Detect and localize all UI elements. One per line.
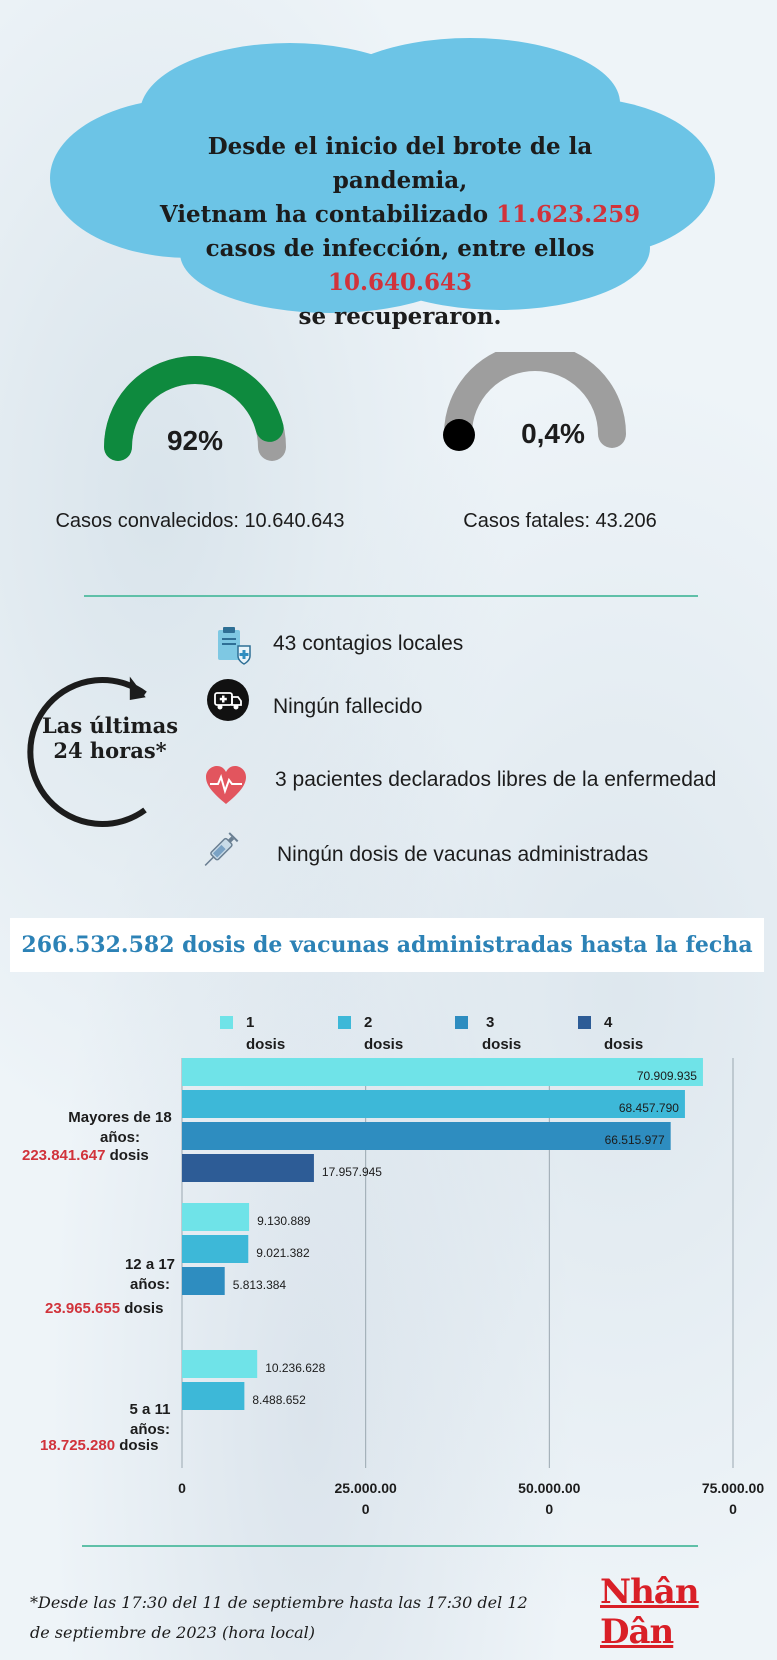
legend-swatch-1 — [220, 1016, 233, 1029]
bar-g0-s2 — [182, 1122, 671, 1150]
item-recovered-patients: 3 pacientes declarados libres de la enfe… — [275, 768, 717, 791]
legend-word-1: dosis — [246, 1036, 286, 1053]
bar-g0-s1 — [182, 1090, 685, 1118]
group-total-teens-value: 23.965.655 — [45, 1300, 121, 1317]
x-tick-label-1: 25.000.00 — [335, 1480, 397, 1496]
group-label-children-line1: 5 a 11 — [129, 1401, 171, 1418]
vaccine-total-banner: 266.532.582 dosis de vacunas administrad… — [10, 918, 764, 972]
headline-line3: casos de infección, entre ellos 10.640.6… — [140, 232, 660, 300]
headline: Desde el inicio del brote de la pandemia… — [140, 130, 660, 334]
x-tick-label-2: 50.000.00 — [518, 1480, 580, 1496]
legend-num-4: 4 — [604, 1014, 613, 1031]
legend-word-4: dosis — [604, 1036, 644, 1053]
recovered-cases-value: 10.640.643 — [327, 269, 473, 296]
group-label-teens: 12 a 17 años: — [85, 1255, 215, 1295]
group-total-adults-unit: dosis — [109, 1147, 149, 1164]
recovered-gauge — [104, 355, 286, 461]
x-tick-label-0: 0 — [178, 1480, 186, 1496]
item-no-vaccines: Ningún dosis de vacunas administradas — [277, 843, 649, 866]
group-label-adults-line2: años: — [99, 1129, 140, 1146]
group-label-children: 5 a 11 años: — [85, 1400, 215, 1440]
deaths-gauge-marker — [443, 419, 475, 451]
legend-num-2: 2 — [364, 1014, 373, 1031]
headline-line4: se recuperaron. — [298, 303, 502, 330]
bar-label-g2-s0: 10.236.628 — [265, 1361, 325, 1375]
footnote: *Desde las 17:30 del 11 de septiembre ha… — [30, 1593, 528, 1642]
deaths-label: Casos fatales: 43.206 — [463, 510, 657, 532]
ambulance-icon — [207, 679, 249, 721]
heart-pulse-icon — [206, 766, 246, 804]
bar-g0-s0 — [182, 1058, 703, 1086]
item-local-cases: 43 contagios locales — [273, 632, 464, 655]
vaccine-bar-chart: 0 25.000.00 0 50.000.00 0 75.000.00 0 70.909.93… — [178, 1058, 764, 1517]
bar-label-g0-s3: 17.957.945 — [322, 1165, 382, 1179]
legend-word-2: dosis — [364, 1036, 404, 1053]
group-total-children: 18.725.280 dosis — [40, 1437, 158, 1454]
bar-g0-s3 — [182, 1154, 314, 1182]
group-total-children-unit: dosis — [119, 1437, 159, 1454]
group-total-adults-value: 223.841.647 — [22, 1147, 106, 1164]
deaths-gauge — [443, 352, 626, 451]
bar-g1-s2 — [182, 1267, 225, 1295]
legend-swatch-4 — [578, 1016, 591, 1029]
recovered-percent: 92% — [166, 425, 224, 456]
group-label-adults: Mayores de 18 años: — [50, 1108, 190, 1148]
group-total-children-value: 18.725.280 — [40, 1437, 116, 1454]
divider-bottom — [82, 1545, 698, 1547]
bar-label-g1-s2: 5.813.384 — [233, 1278, 287, 1292]
legend-num-3: 3 — [486, 1014, 495, 1031]
divider-top — [84, 595, 698, 597]
headline-line3-text: casos de infección, entre ellos — [205, 235, 595, 262]
headline-line1: Desde el inicio del brote de la pandemia… — [207, 133, 593, 194]
bar-label-g0-s1: 68.457.790 — [619, 1101, 679, 1115]
item-no-deaths: Ningún fallecido — [273, 695, 423, 718]
bar-label-g2-s1: 8.488.652 — [252, 1393, 306, 1407]
headline-line2: Vietnam ha contabilizado 11.623.259 — [140, 198, 660, 232]
group-label-children-line2: años: — [129, 1421, 170, 1438]
last-24-hours-title: Las últimas 24 horas* — [41, 713, 179, 763]
x-tick-label-line2-3: 0 — [729, 1501, 737, 1517]
group-total-adults: 223.841.647 dosis — [22, 1147, 149, 1164]
bar-g2-s1 — [182, 1382, 245, 1410]
bar-label-g0-s0: 70.909.935 — [637, 1069, 697, 1083]
group-total-teens: 23.965.655 dosis — [45, 1300, 163, 1317]
legend-num-1: 1 — [246, 1014, 255, 1031]
nhan-dan-logo: Nhân Dân — [600, 1572, 700, 1652]
legend-swatch-3 — [455, 1016, 468, 1029]
recovered-gauge-fill — [104, 355, 284, 461]
group-total-teens-unit: dosis — [124, 1300, 164, 1317]
x-tick-label-3: 75.000.00 — [702, 1480, 764, 1496]
group-label-adults-line1: Mayores de 18 — [68, 1109, 172, 1126]
bar-g1-s1 — [182, 1235, 249, 1263]
bar-g2-s0 — [182, 1350, 258, 1378]
recovered-label: Casos convalecidos: 10.640.643 — [55, 510, 345, 532]
bar-label-g1-s0: 9.130.889 — [257, 1214, 311, 1228]
headline-line2-text: Vietnam ha contabilizado — [159, 201, 497, 228]
total-cases-value: 11.623.259 — [496, 201, 641, 228]
bar-label-g1-s1: 9.021.382 — [256, 1246, 310, 1260]
circular-arrow-icon — [27, 676, 147, 827]
header-cloud — [50, 38, 715, 313]
legend-swatch-2 — [338, 1016, 351, 1029]
bar-label-g0-s2: 66.515.977 — [605, 1133, 665, 1147]
syringe-icon — [204, 832, 239, 866]
group-label-teens-line1: 12 a 17 — [124, 1256, 176, 1273]
deaths-percent: 0,4% — [521, 418, 585, 449]
x-tick-label-line2-2: 0 — [545, 1501, 553, 1517]
x-tick-label-line2-1: 0 — [362, 1501, 370, 1517]
bar-g1-s0 — [182, 1203, 250, 1231]
clipboard-medical-icon — [218, 627, 251, 665]
legend-word-3: dosis — [482, 1036, 522, 1053]
group-label-teens-line2: años: — [129, 1276, 170, 1293]
